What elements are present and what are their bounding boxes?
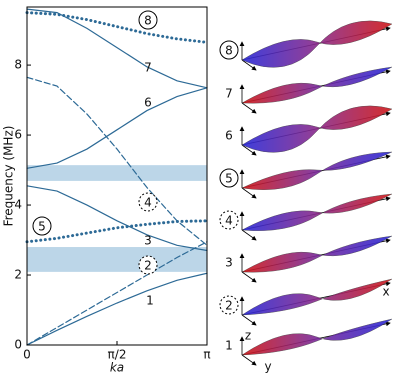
mode-shape xyxy=(241,278,393,316)
mode-axis xyxy=(241,271,257,283)
plot-frame xyxy=(26,6,208,346)
y-tick-label: 8 xyxy=(14,58,22,72)
mode-label: 1 xyxy=(225,339,233,353)
mode-axis xyxy=(241,187,257,199)
mode-axis xyxy=(241,102,257,114)
x-axis-label: ka xyxy=(110,361,124,375)
curve-label: 1 xyxy=(146,294,154,308)
x-tick-label: π/2 xyxy=(108,348,127,362)
annotation-circle xyxy=(138,192,158,212)
mode-circle xyxy=(219,210,239,230)
mode-axis xyxy=(241,144,257,156)
mode-label: 8 xyxy=(225,44,233,58)
curve-label: 6 xyxy=(144,96,152,110)
curve-label: 2 xyxy=(144,259,152,273)
mode-shape xyxy=(241,151,393,190)
mode-label: 3 xyxy=(225,256,233,270)
mode-axis xyxy=(241,314,257,326)
mode-axis xyxy=(241,59,257,71)
y-tick-label: 0 xyxy=(14,338,22,352)
curve-label: 4 xyxy=(144,196,152,210)
y-tick-label: 4 xyxy=(14,198,22,212)
mode-shape xyxy=(241,193,393,231)
mode-circle xyxy=(219,168,239,188)
curve-label: 7 xyxy=(144,61,152,75)
band-gap xyxy=(27,165,207,181)
axis-name: y xyxy=(264,360,271,374)
mode-label: 7 xyxy=(225,87,233,101)
mode-shape xyxy=(241,235,393,273)
mode-circle xyxy=(219,40,239,60)
axis-name: x xyxy=(382,285,389,299)
mode-circle xyxy=(219,295,239,315)
x-tick-label: π xyxy=(203,348,210,362)
x-tick-label: 0 xyxy=(23,348,31,362)
mode-shape xyxy=(241,105,393,153)
curve-label: 8 xyxy=(144,14,152,28)
band-curve xyxy=(26,272,208,346)
y-axis-label: Frequency (MHz) xyxy=(2,126,16,227)
mode-shape xyxy=(241,20,393,68)
band-gap xyxy=(27,247,207,272)
mode-label: 5 xyxy=(225,172,233,186)
mode-axis xyxy=(241,354,257,366)
band-curve xyxy=(26,8,208,89)
mode-label: 2 xyxy=(225,299,233,313)
mode-shape xyxy=(241,66,393,104)
band-curve xyxy=(25,11,209,44)
band-curve xyxy=(26,241,208,346)
band-curve xyxy=(26,76,208,246)
mode-label: 6 xyxy=(225,129,233,143)
annotation-circle xyxy=(138,10,158,30)
band-curve xyxy=(26,87,208,169)
curve-label: 5 xyxy=(38,220,46,234)
annotation-circle xyxy=(138,255,158,275)
curve-label: 3 xyxy=(144,234,152,248)
y-tick-label: 2 xyxy=(14,268,22,282)
annotation-circle xyxy=(32,216,52,236)
mode-axis xyxy=(241,229,257,241)
mode-label: 4 xyxy=(225,214,233,228)
y-tick-label: 6 xyxy=(14,128,22,142)
axis-name: z xyxy=(245,329,251,343)
mode-shape xyxy=(241,318,393,356)
band-curve xyxy=(26,185,208,252)
